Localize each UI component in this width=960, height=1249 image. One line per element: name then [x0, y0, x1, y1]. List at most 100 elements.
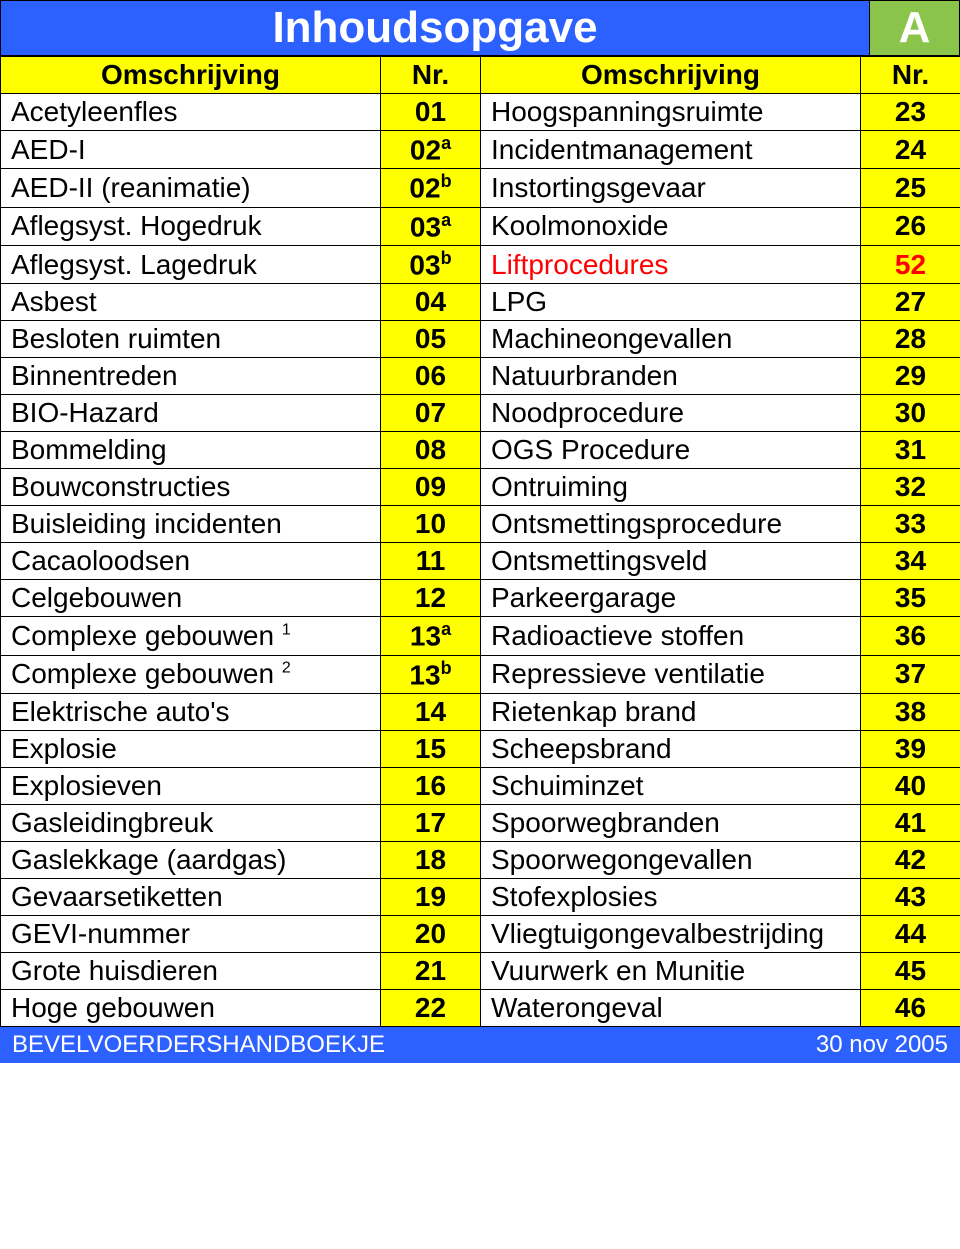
desc-cell-right: Repressieve ventilatie: [481, 655, 861, 693]
nr-cell-left: 15: [381, 730, 481, 767]
table-row: BIO-Hazard07Noodprocedure30: [1, 395, 960, 432]
nr-cell-left: 22: [381, 989, 481, 1026]
table-row: Acetyleenfles01Hoogspanningsruimte23: [1, 94, 960, 131]
nr-text: 12: [415, 582, 446, 613]
desc-cell-right: Parkeergarage: [481, 580, 861, 617]
desc-text: Ontsmettingsveld: [491, 545, 707, 576]
desc-cell-right: OGS Procedure: [481, 432, 861, 469]
nr-cell-left: 03b: [381, 245, 481, 283]
desc-cell-right: Vliegtuigongevalbestrijding: [481, 915, 861, 952]
desc-text: Explosieven: [11, 770, 162, 801]
nr-text: 20: [415, 918, 446, 949]
nr-cell-right: 27: [861, 284, 960, 321]
nr-text: 46: [895, 992, 926, 1023]
desc-cell-right: LPG: [481, 284, 861, 321]
desc-text: Gasleidingbreuk: [11, 807, 213, 838]
nr-cell-left: 13a: [381, 617, 481, 655]
desc-cell-right: Ontsmettingsprocedure: [481, 506, 861, 543]
nr-cell-left: 02a: [381, 131, 481, 169]
desc-text: Noodprocedure: [491, 397, 684, 428]
nr-text: 03: [409, 249, 440, 280]
desc-text: Cacaoloodsen: [11, 545, 190, 576]
nr-text: 02: [409, 173, 440, 204]
nr-cell-right: 38: [861, 693, 960, 730]
desc-text: Scheepsbrand: [491, 733, 672, 764]
desc-text: Celgebouwen: [11, 582, 182, 613]
nr-superscript: a: [441, 133, 451, 153]
col-header-nr-left: Nr.: [381, 57, 481, 94]
nr-text: 19: [415, 881, 446, 912]
desc-cell-left: Gaslekkage (aardgas): [1, 841, 381, 878]
table-body: Acetyleenfles01Hoogspanningsruimte23AED-…: [1, 94, 960, 1027]
nr-superscript: b: [441, 248, 452, 268]
nr-cell-left: 06: [381, 358, 481, 395]
desc-cell-left: AED-I: [1, 131, 381, 169]
desc-text: Waterongeval: [491, 992, 663, 1023]
nr-text: 08: [415, 434, 446, 465]
nr-cell-right: 34: [861, 543, 960, 580]
desc-cell-right: Stofexplosies: [481, 878, 861, 915]
nr-cell-left: 14: [381, 693, 481, 730]
nr-cell-right: 25: [861, 169, 960, 207]
desc-cell-right: Rietenkap brand: [481, 693, 861, 730]
nr-text: 21: [415, 955, 446, 986]
nr-cell-left: 20: [381, 915, 481, 952]
desc-cell-left: Gevaarsetiketten: [1, 878, 381, 915]
nr-cell-left: 02b: [381, 169, 481, 207]
nr-cell-right: 31: [861, 432, 960, 469]
table-row: Bommelding08OGS Procedure31: [1, 432, 960, 469]
desc-text: Vliegtuigongevalbestrijding: [491, 918, 824, 949]
nr-text: 13: [409, 659, 440, 690]
nr-cell-right: 28: [861, 321, 960, 358]
desc-text: Incidentmanagement: [491, 134, 753, 165]
table-row: AED-I02a Incidentmanagement 24: [1, 131, 960, 169]
table-row: Elektrische auto's14 Rietenkap brand 38: [1, 693, 960, 730]
nr-cell-right: 45: [861, 952, 960, 989]
nr-superscript: a: [441, 619, 451, 639]
table-row: Explosie15Scheepsbrand39: [1, 730, 960, 767]
nr-text: 28: [895, 323, 926, 354]
desc-cell-right: Scheepsbrand: [481, 730, 861, 767]
desc-cell-left: Asbest: [1, 284, 381, 321]
page-container: Inhoudsopgave A Omschrijving Nr. Omschri…: [0, 0, 960, 1063]
desc-text: Machineongevallen: [491, 323, 732, 354]
desc-text: Besloten ruimten: [11, 323, 221, 354]
nr-text: 13: [410, 621, 441, 652]
nr-text: 24: [895, 134, 926, 165]
desc-superscript: 2: [282, 660, 291, 677]
desc-text: Schuiminzet: [491, 770, 644, 801]
desc-cell-right: Koolmonoxide: [481, 207, 861, 245]
footer: BEVELVOERDERSHANDBOEKJE 30 nov 2005: [0, 1027, 960, 1063]
nr-cell-left: 13b: [381, 655, 481, 693]
table-row: Complexe gebouwen 213bRepressieve ventil…: [1, 655, 960, 693]
desc-text: Radioactieve stoffen: [491, 620, 744, 651]
nr-cell-right: 33: [861, 506, 960, 543]
desc-text: Spoorwegbranden: [491, 807, 720, 838]
nr-cell-left: 09: [381, 469, 481, 506]
desc-cell-left: Bouwconstructies: [1, 469, 381, 506]
nr-text: 10: [415, 508, 446, 539]
nr-text: 31: [895, 434, 926, 465]
desc-text: Gevaarsetiketten: [11, 881, 223, 912]
desc-text: Ontsmettingsprocedure: [491, 508, 782, 539]
desc-cell-left: Aflegsyst. Hogedruk: [1, 207, 381, 245]
desc-cell-right: Machineongevallen: [481, 321, 861, 358]
desc-superscript: 1: [282, 622, 291, 639]
desc-cell-right: Spoorwegongevallen: [481, 841, 861, 878]
desc-text: Rietenkap brand: [491, 696, 696, 727]
desc-text: Complexe gebouwen: [11, 620, 274, 651]
nr-text: 05: [415, 323, 446, 354]
desc-text: Aflegsyst. Lagedruk: [11, 249, 257, 280]
nr-cell-right: 32: [861, 469, 960, 506]
desc-text: Hoge gebouwen: [11, 992, 215, 1023]
desc-cell-left: Elektrische auto's: [1, 693, 381, 730]
nr-text: 45: [895, 955, 926, 986]
nr-text: 25: [895, 172, 926, 203]
desc-cell-left: Explosie: [1, 730, 381, 767]
desc-text: Acetyleenfles: [11, 96, 178, 127]
desc-cell-left: Gasleidingbreuk: [1, 804, 381, 841]
nr-text: 43: [895, 881, 926, 912]
desc-cell-right: Spoorwegbranden: [481, 804, 861, 841]
desc-cell-right: Noodprocedure: [481, 395, 861, 432]
desc-cell-left: Celgebouwen: [1, 580, 381, 617]
